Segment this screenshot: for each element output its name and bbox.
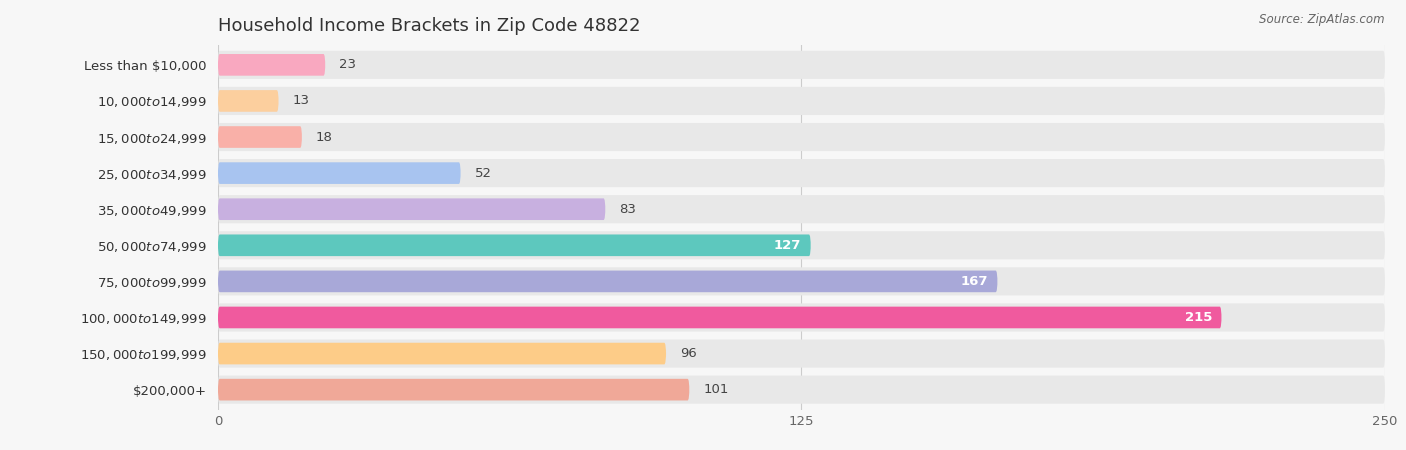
FancyBboxPatch shape bbox=[218, 231, 1385, 259]
Text: 101: 101 bbox=[703, 383, 728, 396]
FancyBboxPatch shape bbox=[218, 270, 997, 292]
FancyBboxPatch shape bbox=[218, 162, 461, 184]
FancyBboxPatch shape bbox=[218, 87, 1385, 115]
FancyBboxPatch shape bbox=[218, 51, 1385, 79]
Text: 96: 96 bbox=[681, 347, 697, 360]
Text: 18: 18 bbox=[316, 130, 333, 144]
Text: 13: 13 bbox=[292, 94, 309, 108]
Text: 215: 215 bbox=[1185, 311, 1212, 324]
FancyBboxPatch shape bbox=[218, 159, 1385, 187]
Text: 23: 23 bbox=[339, 58, 356, 72]
FancyBboxPatch shape bbox=[218, 343, 666, 364]
Text: Household Income Brackets in Zip Code 48822: Household Income Brackets in Zip Code 48… bbox=[218, 17, 640, 35]
Text: Source: ZipAtlas.com: Source: ZipAtlas.com bbox=[1260, 14, 1385, 27]
FancyBboxPatch shape bbox=[218, 54, 325, 76]
Text: 83: 83 bbox=[620, 202, 637, 216]
FancyBboxPatch shape bbox=[218, 90, 278, 112]
Text: 127: 127 bbox=[775, 239, 801, 252]
FancyBboxPatch shape bbox=[218, 198, 606, 220]
FancyBboxPatch shape bbox=[218, 339, 1385, 368]
FancyBboxPatch shape bbox=[218, 195, 1385, 223]
FancyBboxPatch shape bbox=[218, 126, 302, 148]
FancyBboxPatch shape bbox=[218, 123, 1385, 151]
FancyBboxPatch shape bbox=[218, 267, 1385, 296]
FancyBboxPatch shape bbox=[218, 306, 1222, 328]
FancyBboxPatch shape bbox=[218, 379, 689, 400]
FancyBboxPatch shape bbox=[218, 376, 1385, 404]
Text: 52: 52 bbox=[475, 166, 492, 180]
FancyBboxPatch shape bbox=[218, 303, 1385, 332]
Text: 167: 167 bbox=[960, 275, 988, 288]
FancyBboxPatch shape bbox=[218, 234, 811, 256]
